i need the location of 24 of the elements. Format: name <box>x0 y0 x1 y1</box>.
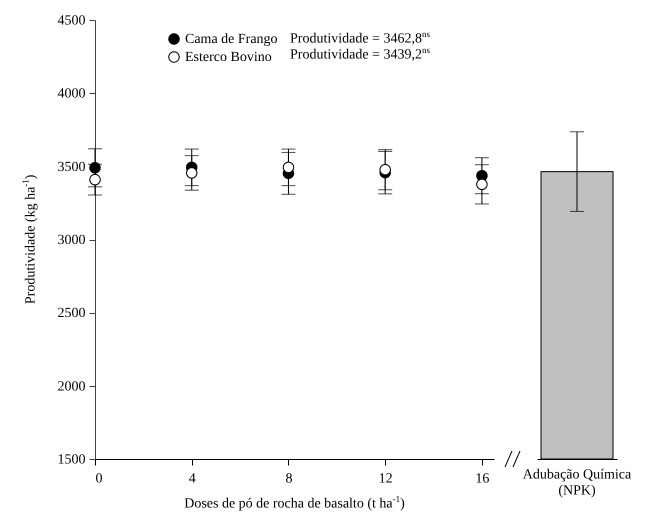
x-tick-label: Adubação Química (NPK) <box>522 468 632 498</box>
y-tick-label: 3500 <box>58 160 86 175</box>
annotation: Produtividade = 3439,2$^{ns}$ <box>290 45 430 64</box>
y-tick-label: 3000 <box>58 233 86 248</box>
y-tick-label: 2000 <box>58 379 86 394</box>
point <box>186 167 198 179</box>
y-tick-label: 1500 <box>58 452 86 468</box>
x-tick-label: 16 <box>475 472 490 486</box>
legend-label: Cama de Frango <box>185 32 278 47</box>
point <box>476 178 488 190</box>
y-tick-label: 4500 <box>58 14 86 28</box>
x-tick-label: 12 <box>378 472 393 486</box>
x-tick-label: 0 <box>96 472 102 486</box>
annotation: Produtividade = 3462,8$^{ns}$ <box>290 29 430 48</box>
legend-label: Esterco Bovino <box>185 50 272 65</box>
point <box>282 162 294 174</box>
point <box>89 174 101 186</box>
point <box>379 164 391 176</box>
x-tick-label: 8 <box>285 472 292 486</box>
point <box>89 162 101 174</box>
y-tick-label: 2500 <box>58 306 86 322</box>
x-tick-label: 4 <box>188 472 196 486</box>
y-tick-label: 4000 <box>58 86 86 102</box>
x-axis-title: Doses de pó de rocha de basalto (t ha$^{-1}$) <box>183 494 406 513</box>
